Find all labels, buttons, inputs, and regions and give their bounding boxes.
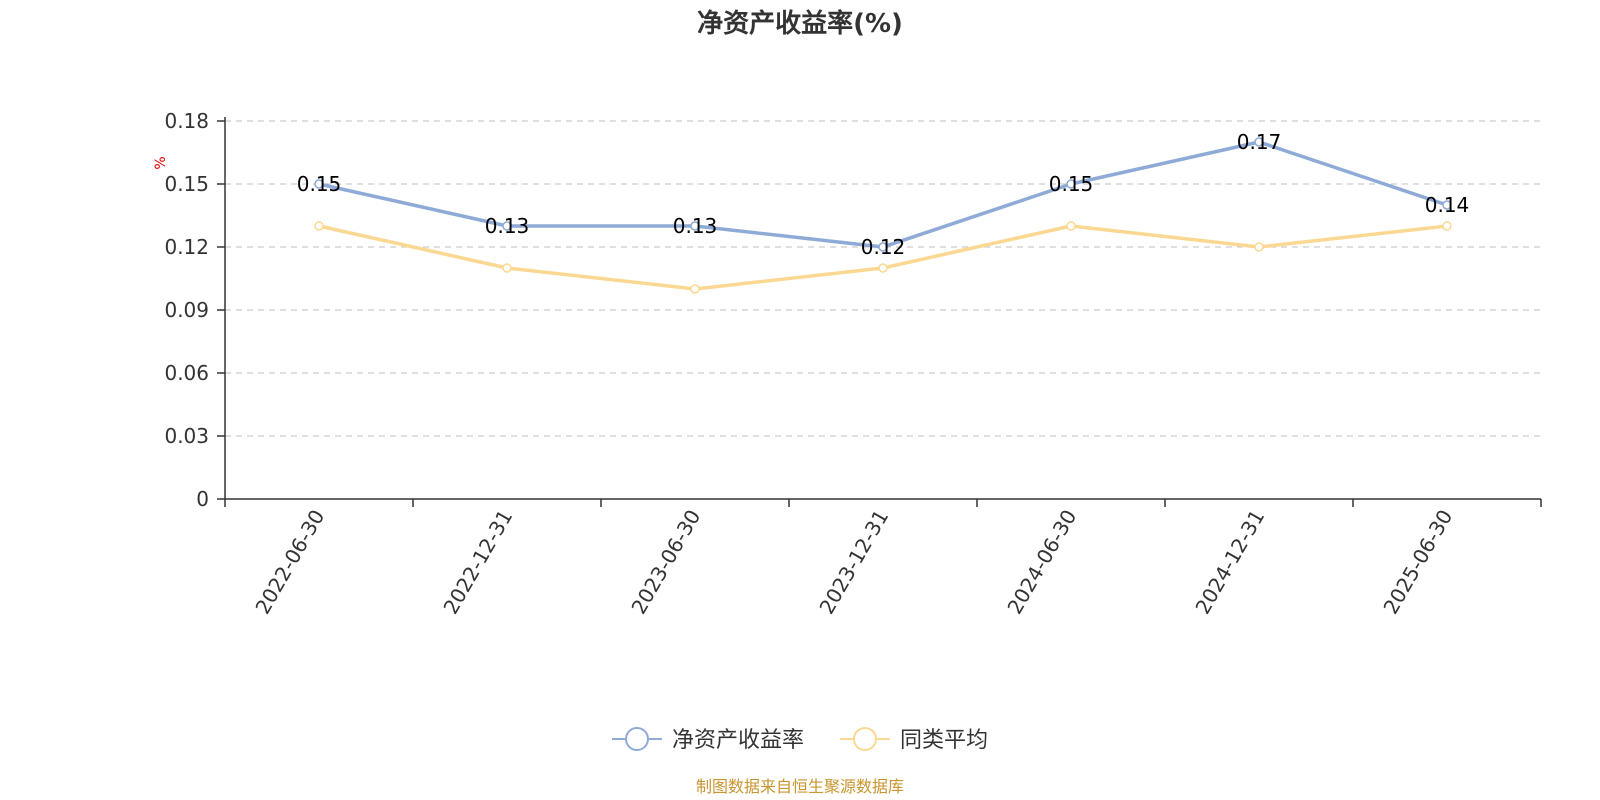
x-tick-label: 2025-06-30 xyxy=(1378,506,1457,619)
legend-label: 同类平均 xyxy=(900,728,988,753)
x-tick-label: 2022-12-31 xyxy=(438,506,517,619)
legend-marker xyxy=(853,727,877,751)
y-axis-unit: % xyxy=(153,156,169,169)
data-point xyxy=(314,179,324,189)
legend-label: 净资产收益率 xyxy=(672,728,804,753)
x-tick-label: 2024-06-30 xyxy=(1002,506,1081,619)
y-tick-label: 0.09 xyxy=(164,298,209,322)
y-tick-label: 0.18 xyxy=(164,109,209,133)
y-tick-label: 0.06 xyxy=(164,361,209,385)
data-point xyxy=(502,263,512,273)
data-label: 0.12 xyxy=(861,235,906,259)
data-point xyxy=(1066,179,1076,189)
x-tick-label: 2024-12-31 xyxy=(1190,506,1269,619)
series-group xyxy=(314,137,1452,294)
data-label: 0.13 xyxy=(485,214,530,238)
data-point xyxy=(1066,221,1076,231)
data-point xyxy=(1254,242,1264,252)
data-label: 0.15 xyxy=(1049,172,1094,196)
x-tick-label: 2022-06-30 xyxy=(250,506,329,619)
data-label: 0.14 xyxy=(1425,193,1470,217)
data-point xyxy=(878,263,888,273)
chart-title: 净资产收益率(%) xyxy=(697,8,903,39)
x-tick-label: 2023-12-31 xyxy=(814,506,893,619)
data-point xyxy=(690,284,700,294)
data-point xyxy=(878,242,888,252)
data-point xyxy=(502,221,512,231)
data-label: 0.17 xyxy=(1237,130,1282,154)
legend-marker xyxy=(625,727,649,751)
data-label: 0.13 xyxy=(673,214,718,238)
y-tick-label: 0.15 xyxy=(164,172,209,196)
y-tick-label: 0.12 xyxy=(164,235,209,259)
data-point xyxy=(690,221,700,231)
data-point xyxy=(1442,200,1452,210)
x-tick-label: 2023-06-30 xyxy=(626,506,705,619)
source-note: 制图数据来自恒生聚源数据库 xyxy=(696,777,904,796)
data-labels: 0.15 0.13 0.13 0.12 0.15 0.17 0.14 xyxy=(297,130,1470,259)
grid-lines xyxy=(225,120,1541,437)
data-label: 0.15 xyxy=(297,172,342,196)
legend[interactable]: 净资产收益率 同类平均 xyxy=(612,727,988,753)
data-point xyxy=(314,221,324,231)
axes: 0 0.03 0.06 0.09 0.12 0.15 0.18 2022-06-30 2022-… xyxy=(164,109,1542,619)
data-point xyxy=(1442,221,1452,231)
y-tick-label: 0 xyxy=(196,487,209,511)
data-point xyxy=(1254,137,1264,147)
y-tick-label: 0.03 xyxy=(164,424,209,448)
